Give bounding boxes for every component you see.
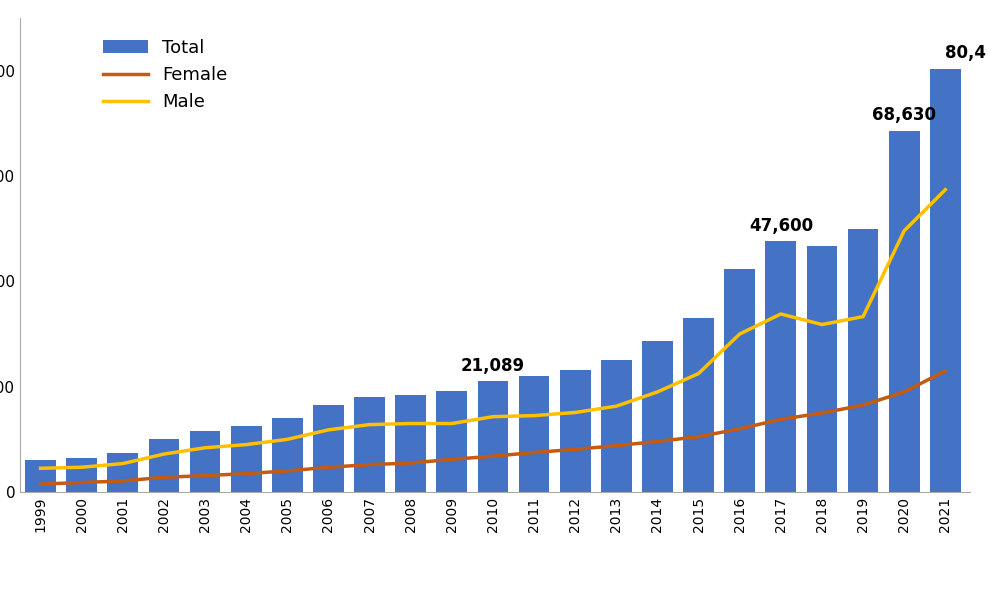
Bar: [313, 405, 344, 492]
Text: 47,600: 47,600: [749, 217, 813, 235]
Bar: [354, 397, 385, 492]
Bar: [807, 245, 837, 492]
Bar: [272, 418, 303, 492]
Bar: [601, 360, 632, 492]
Bar: [231, 426, 262, 492]
Text: 21,089: 21,089: [461, 356, 525, 374]
Bar: [190, 431, 220, 492]
Bar: [765, 241, 796, 492]
Bar: [930, 68, 961, 492]
Bar: [25, 460, 56, 492]
Bar: [683, 318, 714, 492]
Bar: [478, 381, 508, 492]
Bar: [519, 376, 549, 492]
Bar: [436, 391, 467, 492]
Bar: [848, 229, 878, 492]
Bar: [724, 269, 755, 492]
Text: 68,630: 68,630: [872, 106, 936, 124]
Text: 80,4: 80,4: [945, 44, 986, 62]
Bar: [889, 131, 920, 492]
Bar: [395, 395, 426, 492]
Bar: [149, 439, 179, 492]
Bar: [560, 370, 591, 492]
Bar: [66, 458, 97, 492]
Bar: [107, 452, 138, 492]
Legend: Total, Female, Male: Total, Female, Male: [96, 32, 235, 118]
Bar: [642, 341, 673, 492]
